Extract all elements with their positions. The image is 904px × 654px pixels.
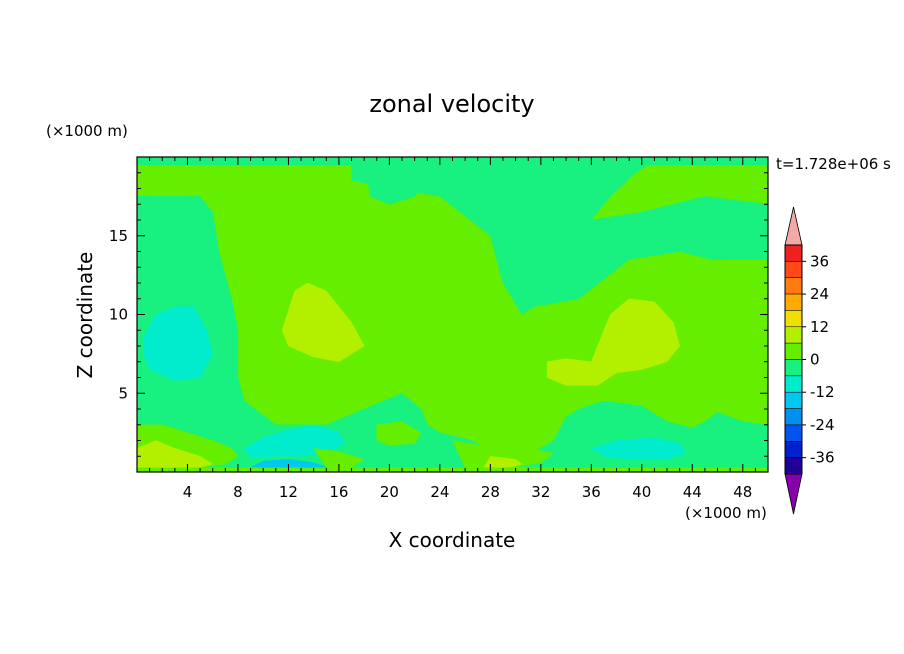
- x-tick-label: 28: [481, 483, 500, 501]
- x-axis-label: X coordinate: [389, 528, 516, 552]
- contour-region-6: [591, 437, 687, 460]
- contour-region-7: [250, 459, 327, 468]
- colorbar-level: [784, 408, 803, 426]
- x-tick-label: 16: [329, 483, 348, 501]
- x-tick-label: 24: [430, 483, 449, 501]
- x-tick-label: 4: [183, 483, 193, 501]
- x-tick-label: 40: [632, 483, 651, 501]
- x-axis-ticks: 4 8 12 16 20 24 28 32 36 40 44 48: [149, 157, 756, 501]
- contour-region-3: [572, 164, 643, 186]
- colorbar-level: [784, 261, 803, 278]
- y-tick-label: 15: [109, 227, 128, 245]
- contour-region-15: [483, 456, 523, 468]
- colorbar-level: [784, 457, 803, 475]
- y-axis-label: Z coordinate: [73, 252, 97, 379]
- y-tick-label: 5: [118, 384, 128, 402]
- colorbar-level: [784, 441, 803, 458]
- colorbar-level: [784, 326, 803, 344]
- colorbar-tick-label: -24: [810, 416, 835, 434]
- x-tick-label: 44: [683, 483, 702, 501]
- colorbar-level: [784, 293, 803, 311]
- colorbar-level: [784, 375, 803, 393]
- contour-region-13: [546, 298, 680, 386]
- colorbar-tick-label: 36: [810, 252, 829, 270]
- x-tick-label: 48: [733, 483, 752, 501]
- colorbar-level: [784, 342, 803, 360]
- contour-fills: [137, 157, 768, 468]
- contour-region-11: [313, 448, 365, 468]
- contour-region-10: [452, 440, 554, 468]
- colorbar-level: [784, 277, 803, 295]
- time-label: t=1.728e+06 s: [776, 155, 891, 173]
- y-axis-ticks: 5 10 15: [109, 172, 768, 457]
- x-tick-label: 32: [531, 483, 550, 501]
- colorbar-tick-label: 12: [810, 318, 829, 336]
- contour-region-14: [137, 440, 213, 468]
- colorbar-under-triangle: [784, 473, 803, 515]
- colorbar: 36 24 12 0 -12 -24 -36: [784, 206, 835, 515]
- x-tick-label: 8: [233, 483, 243, 501]
- colorbar-level: [784, 310, 803, 328]
- colorbar-level: [784, 424, 803, 442]
- x-tick-label: 20: [380, 483, 399, 501]
- colorbar-tick-label: -36: [810, 449, 835, 467]
- colorbar-tick-label: 24: [810, 285, 829, 303]
- contour-region-4: [143, 306, 213, 381]
- chart-title: zonal velocity: [369, 90, 534, 118]
- contour-region-0: [137, 157, 768, 315]
- y-tick-label: 10: [109, 306, 128, 324]
- colorbar-level: [784, 359, 803, 377]
- colorbar-level: [784, 244, 803, 262]
- contour-region-12: [281, 282, 365, 363]
- x-unit-label: (×1000 m): [685, 504, 767, 522]
- colorbar-tick-label: -12: [810, 383, 835, 401]
- colorbar-over-triangle: [784, 206, 803, 246]
- contour-region-9: [376, 421, 422, 446]
- x-tick-label: 36: [582, 483, 601, 501]
- colorbar-level: [784, 391, 803, 409]
- x-tick-label: 12: [279, 483, 298, 501]
- y-unit-label: (×1000 m): [46, 122, 128, 140]
- colorbar-tick-label: 0: [810, 351, 820, 369]
